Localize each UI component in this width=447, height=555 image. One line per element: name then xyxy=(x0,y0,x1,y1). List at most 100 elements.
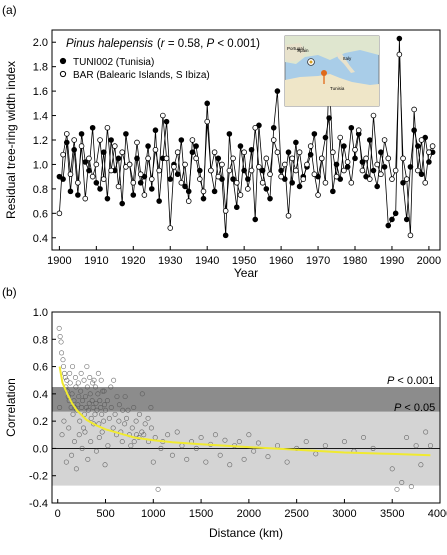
point-tuni002 xyxy=(415,143,421,149)
scatter-point xyxy=(116,402,122,408)
point-bar xyxy=(304,161,310,168)
scatter-point xyxy=(394,486,400,492)
point-bar xyxy=(333,173,340,180)
scatter-point xyxy=(184,456,190,462)
point-bar xyxy=(163,155,170,162)
stats-fragment: r xyxy=(161,38,166,50)
point-tuni002 xyxy=(400,179,406,186)
scatter-point xyxy=(129,425,135,431)
point-bar xyxy=(389,176,395,182)
panel-a-legend: TUNI002 (Tunisia) BAR (Balearic Islands,… xyxy=(59,57,210,81)
scatter-point xyxy=(111,377,117,383)
point-tuni002 xyxy=(123,131,129,137)
scatter-point xyxy=(79,445,85,451)
scatter-point xyxy=(141,432,147,438)
scatter-point xyxy=(246,432,252,438)
scatter-point xyxy=(104,398,110,404)
annotation-p001: P < 0.001 xyxy=(387,375,434,387)
scatter-point xyxy=(57,334,63,340)
point-tuni002 xyxy=(63,139,70,146)
scatter-point xyxy=(423,429,429,435)
scatter-point xyxy=(155,486,161,492)
scatter-point xyxy=(93,400,99,406)
map-north-africa xyxy=(285,74,379,106)
point-bar xyxy=(160,112,166,119)
scatter-point xyxy=(61,418,67,424)
scatter-point xyxy=(70,364,76,370)
map-label-portugal: Portugal xyxy=(287,46,304,51)
scatter-point xyxy=(198,435,204,441)
point-bar xyxy=(226,167,233,174)
scatter-point xyxy=(98,377,104,383)
point-bar xyxy=(182,161,188,168)
point-bar xyxy=(145,155,151,162)
point-bar xyxy=(241,149,247,156)
point-tuni002 xyxy=(307,151,314,158)
point-tuni002 xyxy=(167,176,174,182)
point-tuni002 xyxy=(130,192,137,198)
point-bar xyxy=(141,192,148,198)
point-bar xyxy=(256,164,262,170)
x-tick-label-b: 500 xyxy=(96,508,114,520)
x-tick-label-a: 1940 xyxy=(195,255,219,267)
panel-a-label: (a) xyxy=(2,3,17,17)
point-tuni002 xyxy=(145,143,151,149)
point-bar xyxy=(322,179,329,186)
point-bar xyxy=(363,155,369,162)
point-bar xyxy=(115,183,122,190)
point-tuni002 xyxy=(322,134,329,141)
y-tick-label-a: 1.2 xyxy=(33,135,48,147)
scatter-point xyxy=(145,415,151,421)
scatter-point xyxy=(119,439,125,445)
scatter-point xyxy=(103,407,109,413)
point-bar xyxy=(174,149,181,156)
point-bar xyxy=(274,149,281,156)
point-tuni002 xyxy=(278,167,284,174)
scatter-point xyxy=(90,380,96,386)
point-bar xyxy=(148,176,155,182)
scatter-point xyxy=(122,421,128,427)
point-bar xyxy=(248,167,255,174)
scatter-point xyxy=(128,443,134,449)
point-bar xyxy=(385,155,392,162)
y-tick-label-b: 0.4 xyxy=(33,389,48,401)
point-tuni002 xyxy=(381,164,388,170)
point-tuni002 xyxy=(418,171,425,178)
point-bar xyxy=(78,143,85,149)
point-tuni002 xyxy=(178,137,185,143)
scatter-point xyxy=(120,407,126,413)
map-label-spain: Spain xyxy=(297,48,309,53)
point-tuni002 xyxy=(378,149,384,156)
site-marker-ibiza-core xyxy=(309,60,313,64)
scatter-point xyxy=(73,384,79,390)
point-bar xyxy=(352,146,358,153)
point-bar xyxy=(189,137,196,143)
scatter-point xyxy=(85,456,91,462)
scatter-point xyxy=(341,439,347,445)
point-tuni002 xyxy=(296,183,303,190)
scatter-point xyxy=(69,452,75,458)
map-label-tunisia: Tunisia xyxy=(330,86,345,91)
point-bar xyxy=(296,149,303,156)
annotation-p001-symbol: P xyxy=(387,375,395,387)
legend-marker-open xyxy=(59,70,67,78)
point-tuni002 xyxy=(156,198,162,204)
scatter-point xyxy=(72,374,78,380)
x-tick-label-a: 1980 xyxy=(343,255,367,267)
scatter-point xyxy=(148,404,154,410)
scatter-point xyxy=(93,448,99,454)
point-bar xyxy=(429,143,436,149)
scatter-point xyxy=(88,415,94,421)
point-bar xyxy=(237,192,244,198)
scatter-point xyxy=(69,391,75,397)
scatter-point xyxy=(80,398,86,404)
scatter-point xyxy=(322,443,328,449)
legend-marker-filled xyxy=(59,57,67,65)
annotation-p05-rest: < 0.05 xyxy=(401,402,435,414)
x-tick-label-b: 1500 xyxy=(189,508,213,520)
point-bar xyxy=(211,149,218,156)
scatter-point xyxy=(265,454,271,460)
point-tuni002 xyxy=(248,146,255,153)
scatter-point xyxy=(105,443,111,449)
